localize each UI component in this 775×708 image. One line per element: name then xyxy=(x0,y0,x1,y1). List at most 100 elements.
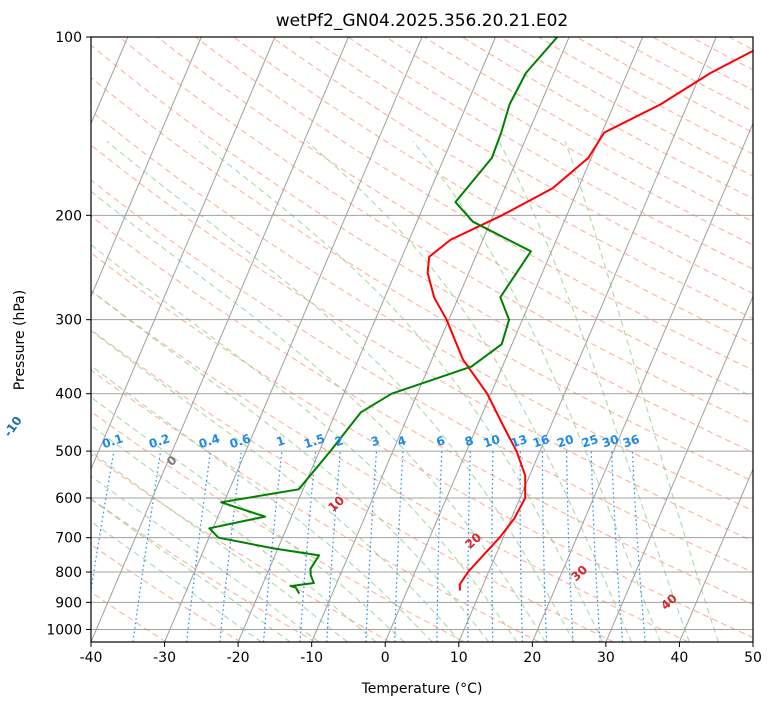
moist-adiabat-line xyxy=(412,140,662,642)
isotherm-line xyxy=(91,37,276,471)
moist-adiabat-line xyxy=(91,451,348,642)
dry-adiabat-line xyxy=(91,110,753,512)
y-tick-label: 400 xyxy=(55,387,82,403)
dry-adiabat-line xyxy=(91,453,391,642)
moist-adiabat-line xyxy=(498,141,691,642)
mixing-ratio-label: 30 xyxy=(600,432,620,450)
dry-adiabat-line xyxy=(91,497,316,642)
y-tick-label: 100 xyxy=(55,30,82,46)
y-axis: 1000 900 800 700 600 500 400 300 200 100 xyxy=(46,30,91,638)
mixing-ratio-line xyxy=(491,451,494,642)
chart-title: wetPf2_GN04.2025.356.20.21.E02 xyxy=(276,11,568,31)
mixing-ratio-line xyxy=(394,451,404,642)
mixing-ratio-label: 0.2 xyxy=(147,431,172,451)
mixing-ratio-label: 0.6 xyxy=(228,431,253,451)
dry-adiabat-line xyxy=(91,215,753,606)
x-axis-label: Temperature (°C) xyxy=(361,681,483,697)
isotherm-line xyxy=(384,37,644,642)
y-tick-label: 900 xyxy=(55,595,82,611)
mixing-ratio-label: 8 xyxy=(463,433,475,449)
dry-adiabat-label: -10 xyxy=(1,414,25,440)
mixing-ratio-line xyxy=(467,451,471,642)
mixing-ratio-line xyxy=(326,451,341,642)
dry-adiabat-line xyxy=(91,179,753,573)
mixing-ratio-line xyxy=(299,451,317,642)
temperature-profile-line xyxy=(426,49,753,591)
dry-adiabat-line xyxy=(91,44,753,454)
x-tick-label: 0 xyxy=(381,650,390,666)
moist-adiabat-label: 20 xyxy=(462,530,484,552)
y-tick-label: 600 xyxy=(55,491,82,507)
mixing-ratio-label: 20 xyxy=(555,432,575,450)
mixing-ratio-line xyxy=(611,451,624,642)
dry-adiabat-line xyxy=(538,37,753,155)
mixing-ratio-label: 6 xyxy=(434,433,446,449)
mixing-ratio-label: 2 xyxy=(333,433,345,449)
x-tick-label: -10 xyxy=(300,650,323,666)
dry-adiabat-line xyxy=(195,37,753,371)
mixing-ratio-line xyxy=(631,451,646,642)
dry-adiabat-line xyxy=(347,37,753,270)
dry-adiabat-line xyxy=(91,252,753,639)
dry-adiabat-line xyxy=(91,144,753,542)
mixing-ratio-line xyxy=(436,451,443,642)
dry-adiabat-line xyxy=(652,37,753,91)
isotherm-line xyxy=(91,37,349,642)
mixing-ratio-label: 4 xyxy=(396,433,408,449)
dry-adiabat-line xyxy=(233,37,753,345)
y-tick-label: 300 xyxy=(55,313,82,329)
dry-adiabat-line xyxy=(767,37,775,642)
dry-adiabat-line xyxy=(576,37,753,133)
dewpoint-profile-line xyxy=(208,37,559,595)
x-tick-label: 30 xyxy=(597,650,615,666)
mixing-ratio-label: 3 xyxy=(369,433,381,449)
x-tick-label: 40 xyxy=(671,650,689,666)
moist-adiabat-label: 0 xyxy=(164,453,180,469)
isotherm-line xyxy=(237,37,497,642)
dry-adiabat-line xyxy=(690,37,753,71)
moist-adiabat-line xyxy=(91,498,291,642)
moist-adiabat-line xyxy=(91,424,377,642)
dry-adiabat-line xyxy=(309,37,753,295)
dry-adiabat-line xyxy=(462,37,753,200)
mixing-ratio-line xyxy=(590,451,601,642)
mixing-ratio-label: 0.4 xyxy=(197,431,222,451)
moist-adiabat-line xyxy=(91,475,320,642)
moist-adiabat-line xyxy=(91,396,405,642)
isotherm-line xyxy=(605,295,753,642)
isotherm-line xyxy=(91,37,202,298)
dry-adiabat-line xyxy=(91,410,465,642)
isotherm-line xyxy=(458,37,717,642)
dry-adiabat-line xyxy=(728,37,753,51)
x-axis: -40 -30 -20 -10 0 10 20 30 40 50 xyxy=(80,642,762,666)
mixing-ratio-line xyxy=(262,451,283,642)
reference-line-labels: -100-90-80-70-60-50-40-30-20-100.10.20.4… xyxy=(1,414,680,613)
moist-adiabat-line xyxy=(198,140,604,642)
moist-adiabat-line xyxy=(91,520,262,642)
y-axis-label: Pressure (hPa) xyxy=(12,290,28,390)
pressure-gridlines xyxy=(91,37,753,630)
profile-series xyxy=(208,37,753,595)
mixing-ratio-line xyxy=(219,451,242,642)
dry-adiabat-line xyxy=(271,37,753,320)
background-lines xyxy=(91,37,775,642)
mixing-ratio-line xyxy=(91,450,115,594)
y-tick-label: 800 xyxy=(55,565,82,581)
dry-adiabat-line xyxy=(91,329,614,642)
y-tick-label: 200 xyxy=(55,208,82,224)
mixing-ratio-label: 0.1 xyxy=(100,431,125,451)
x-tick-label: -40 xyxy=(80,650,103,666)
mixing-ratio-line xyxy=(365,451,378,642)
moist-adiabat-label: 30 xyxy=(568,562,590,584)
dry-adiabat-line xyxy=(91,76,753,482)
mixing-ratio-label: 1 xyxy=(275,433,287,449)
x-tick-label: 10 xyxy=(450,650,468,666)
dry-adiabat-line xyxy=(119,37,753,425)
moist-adiabat-line xyxy=(91,329,462,642)
x-tick-label: -30 xyxy=(153,650,176,666)
isotherm-line xyxy=(531,122,753,642)
mixing-ratio-line xyxy=(541,451,548,642)
x-tick-label: -20 xyxy=(227,650,250,666)
dry-adiabat-line xyxy=(91,543,242,642)
